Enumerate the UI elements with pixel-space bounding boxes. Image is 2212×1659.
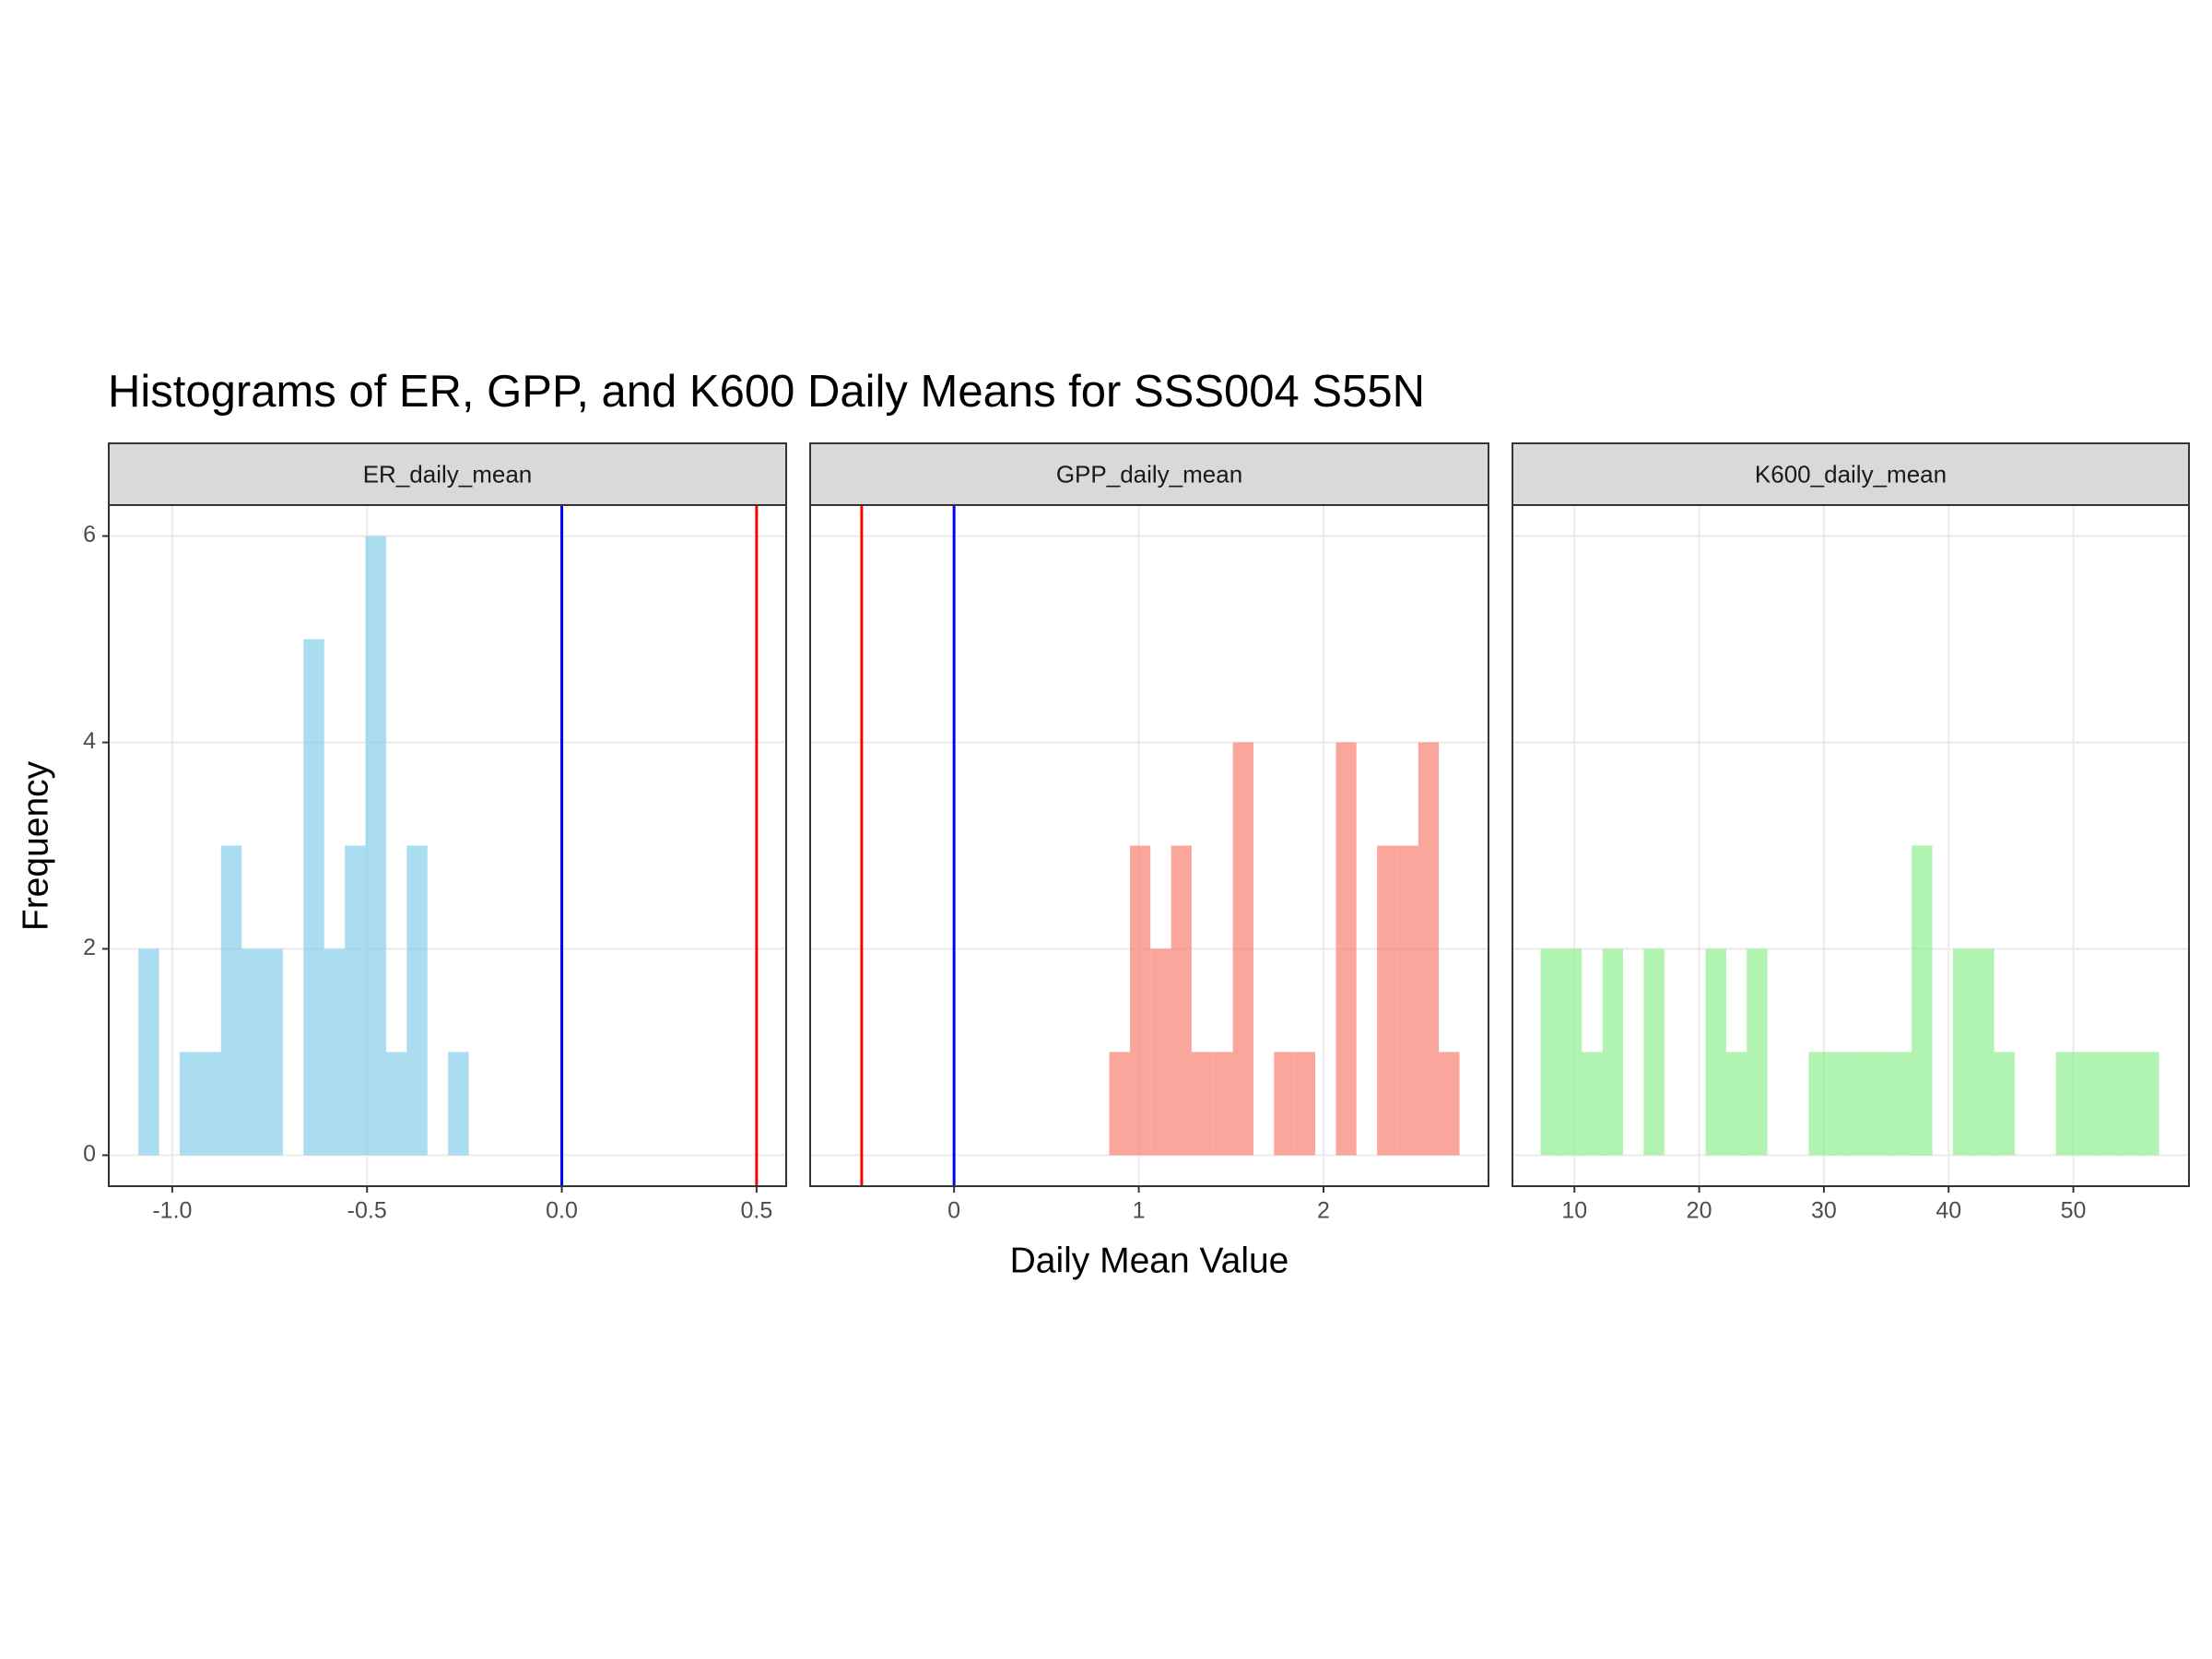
bar: [262, 948, 283, 1156]
y-tick-label: 6: [83, 522, 96, 547]
bar: [241, 948, 263, 1156]
bar: [1912, 845, 1933, 1156]
bar: [2055, 1052, 2077, 1156]
facet-label: GPP_daily_mean: [1056, 460, 1242, 488]
bar: [1232, 742, 1254, 1156]
y-tick-label: 2: [83, 935, 96, 960]
bar: [1212, 1052, 1233, 1156]
bar: [1560, 948, 1583, 1156]
bar: [1171, 845, 1192, 1156]
bar: [1418, 742, 1440, 1156]
bar: [1150, 948, 1171, 1156]
y-tick-label: 4: [83, 728, 96, 754]
facet-strip: [108, 442, 787, 506]
bar: [1829, 1052, 1851, 1156]
chart-title: Histograms of ER, GPP, and K600 Daily Me…: [108, 367, 1425, 417]
bar: [1109, 1052, 1130, 1156]
x-tick-label: -1.0: [152, 1198, 192, 1224]
bar: [1602, 948, 1624, 1156]
bar: [1973, 948, 1994, 1156]
bar: [303, 639, 324, 1156]
y-tick-label: 0: [83, 1141, 96, 1167]
facet-label: K600_daily_mean: [1755, 460, 1947, 488]
x-tick-label: 1: [1133, 1198, 1146, 1224]
bar: [2097, 1052, 2118, 1156]
bar: [200, 1052, 221, 1156]
facet-label: ER_daily_mean: [363, 460, 533, 488]
bar: [1643, 948, 1665, 1156]
bar: [365, 535, 386, 1156]
bar: [2117, 1052, 2139, 1156]
panel-border: [809, 504, 1489, 1187]
bar: [324, 948, 346, 1156]
bar: [1377, 845, 1398, 1156]
bar: [2077, 1052, 2098, 1156]
facet-strip: [809, 442, 1489, 506]
bar: [2138, 1052, 2159, 1156]
bar: [1994, 1052, 2016, 1156]
x-tick-label: 50: [2061, 1198, 2087, 1224]
bar: [385, 1052, 407, 1156]
x-tick-label: -0.5: [347, 1198, 387, 1224]
x-tick-label: 40: [1936, 1198, 1961, 1224]
x-tick-label: 0.5: [740, 1198, 772, 1224]
bar: [1540, 948, 1561, 1156]
bar: [1274, 1052, 1295, 1156]
x-tick-label: 0: [947, 1198, 960, 1224]
bar: [1952, 948, 1974, 1156]
y-axis-title: Frequency: [16, 760, 55, 931]
panel-border: [1512, 504, 2190, 1187]
bar: [1397, 845, 1418, 1156]
bar: [138, 948, 159, 1156]
bar: [1870, 1052, 1891, 1156]
x-tick-label: 2: [1317, 1198, 1330, 1224]
facet-strip: [1512, 442, 2190, 506]
bar: [1705, 948, 1726, 1156]
bar: [1747, 948, 1768, 1156]
bar: [1582, 1052, 1603, 1156]
bar: [345, 845, 366, 1156]
bar: [1439, 1052, 1460, 1156]
panel-border: [108, 504, 787, 1187]
bar: [1808, 1052, 1830, 1156]
x-tick-label: 10: [1561, 1198, 1587, 1224]
bar: [220, 845, 242, 1156]
bar: [1191, 1052, 1213, 1156]
bar: [448, 1052, 469, 1156]
bar: [1129, 845, 1151, 1156]
bar: [1725, 1052, 1747, 1156]
bar: [406, 845, 428, 1156]
bar: [1890, 1052, 1912, 1156]
x-axis-title: Daily Mean Value: [1010, 1241, 1289, 1280]
bar: [1850, 1052, 1871, 1156]
x-tick-label: 20: [1687, 1198, 1712, 1224]
bar: [1335, 742, 1357, 1156]
x-tick-label: 30: [1811, 1198, 1837, 1224]
bar: [179, 1052, 201, 1156]
x-tick-label: 0.0: [546, 1198, 578, 1224]
bar: [1294, 1052, 1315, 1156]
